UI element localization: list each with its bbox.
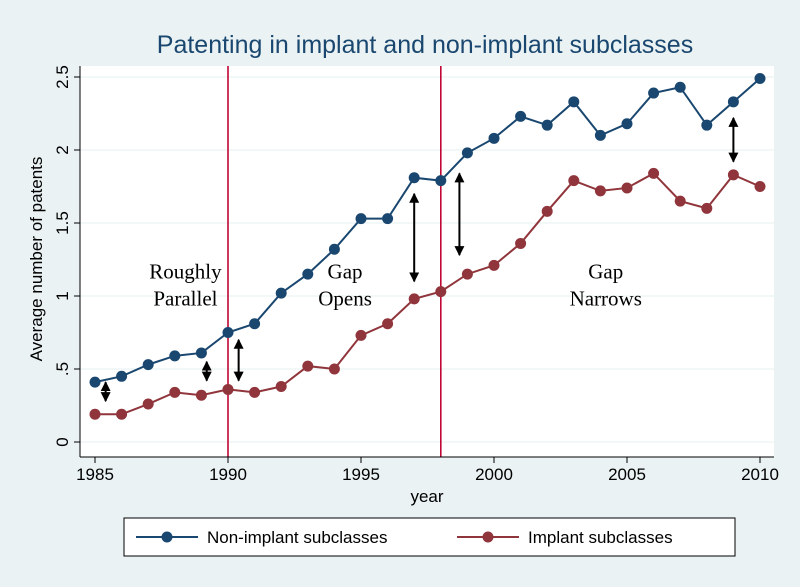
data-point <box>515 237 527 249</box>
data-point <box>621 182 633 194</box>
legend-marker-implant <box>482 531 494 543</box>
annotation-text: Roughly <box>149 259 222 283</box>
y-tick-label: 1 <box>53 291 72 300</box>
data-point <box>488 132 500 144</box>
x-axis-ticks: 1985 1990 1995 2000 2005 2010 <box>76 457 779 484</box>
legend-marker-non-implant <box>161 531 173 543</box>
data-point <box>142 398 154 410</box>
data-point <box>515 110 527 122</box>
data-point <box>382 213 394 225</box>
y-tick-label: 2.5 <box>53 65 72 89</box>
data-point <box>594 129 606 141</box>
data-point <box>328 243 340 255</box>
legend-label-implant: Implant subclasses <box>528 528 673 547</box>
data-point <box>249 318 261 330</box>
data-point <box>594 185 606 197</box>
annotation-text: Gap <box>588 259 623 283</box>
data-point <box>568 175 580 187</box>
data-point <box>727 96 739 108</box>
plot-area <box>80 66 774 457</box>
series-points <box>89 72 766 420</box>
x-tick-label: 2010 <box>741 465 779 484</box>
data-point <box>488 259 500 271</box>
x-tick-label: 1990 <box>209 465 247 484</box>
data-point <box>302 360 314 372</box>
annotation-text: Narrows <box>570 286 642 310</box>
data-point <box>541 205 553 217</box>
annotation-text: Opens <box>318 286 372 310</box>
y-tick-label: .5 <box>53 362 72 376</box>
chart-title: Patenting in implant and non-implant sub… <box>157 31 693 59</box>
x-tick-label: 2005 <box>608 465 646 484</box>
data-point <box>116 370 128 382</box>
data-point <box>275 287 287 299</box>
data-point <box>249 386 261 398</box>
data-point <box>302 268 314 280</box>
legend-label-non-implant: Non-implant subclasses <box>207 528 387 547</box>
data-point <box>355 329 367 341</box>
data-point <box>754 72 766 84</box>
x-tick-label: 2000 <box>475 465 513 484</box>
data-point <box>116 408 128 420</box>
x-tick-label: 1995 <box>342 465 380 484</box>
data-point <box>222 327 234 338</box>
annotation-text: Gap <box>328 259 363 283</box>
data-point <box>169 386 181 398</box>
x-axis-label: year <box>410 487 443 506</box>
data-point <box>541 119 553 131</box>
data-point <box>382 318 394 330</box>
data-point <box>621 118 633 130</box>
data-point <box>701 202 713 214</box>
y-tick-label: 0 <box>53 437 72 446</box>
data-point <box>461 268 473 280</box>
data-point <box>195 389 207 401</box>
data-point <box>568 96 580 108</box>
data-point <box>408 293 420 305</box>
data-point <box>408 172 420 184</box>
data-point <box>142 359 154 371</box>
data-point <box>727 169 739 181</box>
data-point <box>195 347 207 359</box>
y-tick-label: 1.5 <box>53 211 72 235</box>
data-point <box>674 195 686 207</box>
gap-arrows <box>100 116 739 403</box>
data-point <box>674 81 686 93</box>
data-point <box>169 350 181 362</box>
axes <box>79 66 774 458</box>
data-point <box>435 175 447 187</box>
data-point <box>355 213 367 225</box>
legend: Non-implant subclasses Implant subclasse… <box>123 517 736 557</box>
data-point <box>435 286 447 298</box>
x-tick-label: 1985 <box>76 465 114 484</box>
data-point <box>701 119 713 131</box>
data-point <box>275 381 287 393</box>
data-point <box>461 147 473 159</box>
annotation-text: Parallel <box>153 286 217 310</box>
data-point <box>222 383 234 395</box>
y-axis-ticks: 0 .5 1 1.5 2 2.5 <box>53 65 80 447</box>
y-axis-label: Average number of patents <box>27 157 46 362</box>
data-point <box>648 87 660 99</box>
series-line-0 <box>94 77 761 384</box>
data-point <box>328 363 340 375</box>
data-point <box>754 181 766 192</box>
y-tick-label: 2 <box>53 145 72 154</box>
data-point <box>89 408 101 420</box>
data-point <box>648 167 660 179</box>
legend-box <box>123 517 736 557</box>
annotations: Roughly Parallel Gap Opens Gap Narrows <box>149 259 642 310</box>
data-point <box>89 376 101 388</box>
